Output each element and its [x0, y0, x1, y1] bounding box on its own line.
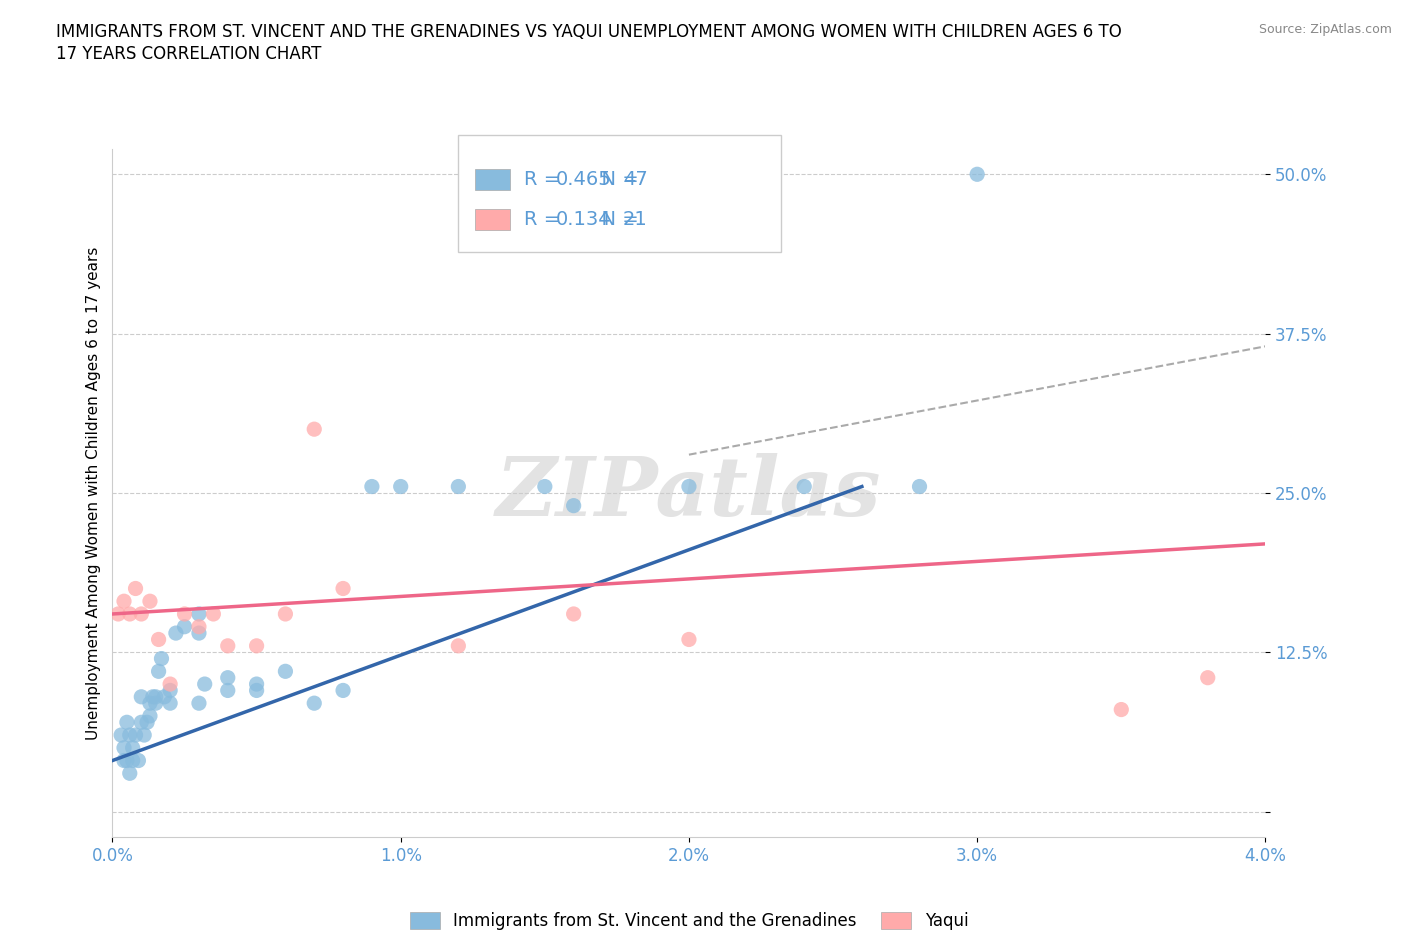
Point: [110, 727, 132, 742]
Point: [360, 479, 382, 494]
Point: [188, 619, 211, 634]
Text: ZIPatlas: ZIPatlas: [496, 453, 882, 533]
Point: [793, 479, 815, 494]
Point: [107, 606, 129, 621]
Point: [447, 479, 470, 494]
Point: [1111, 702, 1133, 717]
Point: [148, 632, 170, 647]
Point: [153, 689, 176, 704]
Point: [159, 677, 181, 692]
Point: [188, 606, 211, 621]
Point: [118, 606, 141, 621]
Point: [150, 651, 173, 666]
Point: [173, 606, 195, 621]
Point: [562, 498, 585, 513]
Point: [129, 606, 153, 621]
Text: 21: 21: [623, 210, 648, 229]
Text: 0.465: 0.465: [555, 170, 612, 189]
Point: [245, 638, 267, 653]
Point: [217, 683, 239, 698]
Point: [159, 683, 181, 698]
Point: [217, 638, 239, 653]
Point: [159, 696, 181, 711]
Text: IMMIGRANTS FROM ST. VINCENT AND THE GRENADINES VS YAQUI UNEMPLOYMENT AMONG WOMEN: IMMIGRANTS FROM ST. VINCENT AND THE GREN…: [56, 23, 1122, 41]
Text: N =: N =: [589, 170, 645, 189]
Point: [304, 696, 326, 711]
Point: [678, 632, 700, 647]
Y-axis label: Unemployment Among Women with Children Ages 6 to 17 years: Unemployment Among Women with Children A…: [86, 246, 101, 739]
Point: [139, 709, 162, 724]
Text: 47: 47: [623, 170, 648, 189]
Point: [562, 606, 585, 621]
Point: [966, 166, 988, 181]
Point: [142, 689, 165, 704]
Text: N =: N =: [589, 210, 645, 229]
Point: [165, 626, 187, 641]
Point: [129, 715, 153, 730]
Point: [194, 677, 217, 692]
Point: [115, 715, 138, 730]
Point: [245, 683, 267, 698]
Point: [134, 727, 156, 742]
Point: [304, 421, 326, 436]
Point: [136, 715, 159, 730]
Point: [124, 581, 146, 596]
Text: Source: ZipAtlas.com: Source: ZipAtlas.com: [1258, 23, 1392, 36]
Point: [217, 671, 239, 685]
Point: [908, 479, 931, 494]
Point: [145, 696, 167, 711]
Point: [124, 727, 146, 742]
Point: [188, 696, 211, 711]
Point: [389, 479, 412, 494]
Text: R =: R =: [524, 210, 567, 229]
Point: [118, 727, 141, 742]
Point: [115, 753, 138, 768]
Point: [1197, 671, 1219, 685]
Point: [129, 689, 153, 704]
Point: [447, 638, 470, 653]
Point: [139, 696, 162, 711]
Point: [332, 683, 354, 698]
Point: [332, 581, 354, 596]
Point: [112, 593, 135, 608]
Point: [245, 677, 267, 692]
Text: 17 YEARS CORRELATION CHART: 17 YEARS CORRELATION CHART: [56, 45, 322, 62]
Point: [112, 753, 135, 768]
Point: [274, 664, 297, 679]
Text: R =: R =: [524, 170, 567, 189]
Point: [121, 740, 143, 755]
Point: [121, 753, 143, 768]
Point: [678, 479, 700, 494]
Legend: Immigrants from St. Vincent and the Grenadines, Yaqui: Immigrants from St. Vincent and the Gren…: [401, 904, 977, 930]
Point: [188, 626, 211, 641]
Point: [127, 753, 149, 768]
Point: [139, 593, 162, 608]
Text: 0.134: 0.134: [555, 210, 612, 229]
Point: [118, 765, 141, 780]
Point: [202, 606, 225, 621]
Point: [173, 619, 195, 634]
Point: [112, 740, 135, 755]
Point: [145, 689, 167, 704]
Point: [274, 606, 297, 621]
Point: [533, 479, 555, 494]
Point: [148, 664, 170, 679]
